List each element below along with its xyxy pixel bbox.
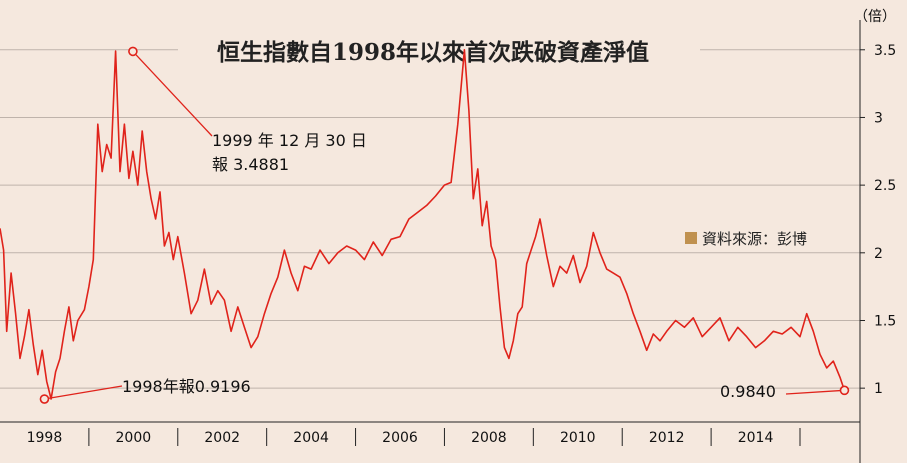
x-tick-label: 2006	[382, 430, 418, 446]
series-layer	[0, 48, 846, 400]
annotation-text: 報 3.4881	[212, 155, 289, 174]
x-tick-label: 2014	[738, 430, 774, 446]
chart-title-group: 恒生指數自1998年以來首次跌破資產淨值	[178, 33, 700, 69]
y-tick-label: 3.5	[874, 43, 896, 59]
annotation-text: 0.9840	[720, 382, 776, 401]
y-tick-label: 1.5	[874, 313, 896, 329]
annotations: 1999 年 12 月 30 日報 3.4881 1998年報0.9196 0.98…	[39, 46, 850, 404]
x-axis-ticks: 1998 2000 2002 2004 2006 2008 2010 2012 2014	[27, 428, 801, 446]
x-tick-label: 1998	[27, 430, 63, 446]
annotation-text: 1998年報0.9196	[122, 377, 251, 396]
annotation-marker	[128, 46, 138, 57]
annotation-leader	[44, 385, 123, 400]
annotation-leader	[132, 50, 213, 137]
x-tick-label: 2000	[116, 430, 152, 446]
y-axis-ticks: 1 1.5 2 2.5 3 3.5	[860, 43, 896, 397]
y-tick-label: 2	[874, 246, 883, 262]
y-tick-label: 3	[874, 110, 883, 126]
x-tick-label: 2010	[560, 430, 596, 446]
y-tick-label: 2.5	[874, 178, 896, 194]
series-line	[0, 48, 846, 400]
annotation-marker	[39, 394, 50, 404]
x-tick-label: 2002	[204, 430, 240, 446]
annotation-marker	[839, 385, 850, 396]
source-text: 資料來源：彭博	[702, 230, 807, 248]
x-tick-label: 2008	[471, 430, 507, 446]
annotation-text: 1999 年 12 月 30 日	[212, 131, 367, 150]
chart-title: 恒生指數自1998年以來首次跌破資產淨值	[217, 39, 649, 66]
chart-title-backdrop	[178, 33, 700, 69]
source-note: 資料來源：彭博	[685, 230, 807, 248]
x-tick-label: 2004	[293, 430, 329, 446]
y-axis-unit-label: （倍）	[854, 9, 896, 25]
source-swatch	[685, 232, 697, 244]
y-tick-label: 1	[874, 381, 883, 397]
annotation-leader	[785, 389, 845, 395]
x-tick-label: 2012	[649, 430, 685, 446]
